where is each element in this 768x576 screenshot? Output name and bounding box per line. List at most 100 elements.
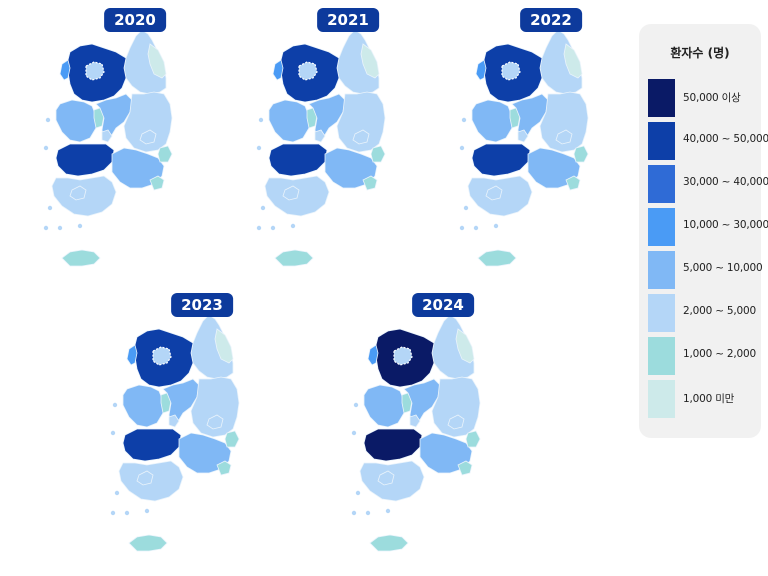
region-daegu: [447, 414, 465, 430]
region-seoul: [85, 61, 105, 81]
region-jeonbuk: [122, 428, 182, 462]
region-seoul: [393, 346, 413, 366]
year-badge: 2023: [171, 293, 233, 317]
region-gwangju: [485, 185, 503, 201]
legend-item: 30,000 ~ 40,000: [648, 165, 768, 203]
island: [353, 402, 359, 408]
region-seoul: [298, 61, 318, 81]
legend-item: 40,000 ~ 50,000: [648, 122, 768, 160]
region-east-coast: [147, 43, 167, 79]
region-gwangju: [69, 185, 87, 201]
korea-map: [459, 29, 589, 267]
legend-label: 1,000 미만: [683, 393, 735, 405]
legend-label: 40,000 ~ 50,000: [683, 133, 768, 145]
region-east-coast: [214, 328, 234, 364]
region-gwangju: [282, 185, 300, 201]
island: [112, 402, 118, 408]
region-chungnam: [122, 384, 164, 428]
region-chungnam: [363, 384, 405, 428]
region-gwangju: [377, 470, 395, 486]
map-2024: 2024: [348, 293, 538, 563]
island: [459, 145, 465, 151]
island: [43, 145, 49, 151]
region-gyeongnam: [324, 147, 378, 189]
legend-label: 50,000 이상: [683, 92, 741, 104]
legend-item: 10,000 ~ 30,000: [648, 208, 768, 246]
island: [290, 223, 296, 229]
legend-label: 10,000 ~ 30,000: [683, 219, 768, 231]
island: [43, 225, 49, 231]
legend-label: 1,000 ~ 2,000: [683, 348, 756, 360]
island: [110, 510, 116, 516]
legend-item: 1,000 ~ 2,000: [648, 337, 758, 375]
island: [493, 223, 499, 229]
map-2021: 2021: [253, 8, 443, 278]
region-busan: [149, 175, 165, 191]
legend-swatch: [648, 79, 675, 117]
korea-map: [43, 29, 173, 267]
region-jeju: [61, 249, 101, 267]
region-seoul: [501, 61, 521, 81]
island: [256, 145, 262, 151]
legend-item: 5,000 ~ 10,000: [648, 251, 763, 289]
legend-item: 1,000 미만: [648, 380, 758, 418]
island: [463, 205, 469, 211]
region-gyeongbuk: [123, 91, 173, 153]
region-chungbuk: [95, 93, 133, 141]
island: [260, 205, 266, 211]
island: [351, 430, 357, 436]
island: [45, 117, 51, 123]
legend-swatch: [648, 165, 675, 203]
legend-label: 30,000 ~ 40,000: [683, 176, 768, 188]
region-chungbuk: [511, 93, 549, 141]
year-badge: 2020: [104, 8, 166, 32]
map-2022: 2022: [456, 8, 646, 278]
region-jeonbuk: [471, 143, 531, 177]
region-chungbuk: [308, 93, 346, 141]
region-incheon: [475, 59, 487, 81]
island: [461, 117, 467, 123]
region-daegu: [555, 129, 573, 145]
region-gyeongbuk: [190, 376, 240, 438]
region-chungnam: [55, 99, 97, 143]
legend-swatch: [648, 380, 675, 418]
region-ulsan: [224, 430, 240, 448]
region-gyeongbuk: [336, 91, 386, 153]
region-busan: [565, 175, 581, 191]
legend-swatch: [648, 294, 675, 332]
island: [365, 510, 371, 516]
korea-map: [351, 314, 481, 552]
region-chungbuk: [162, 378, 200, 426]
island: [270, 225, 276, 231]
year-badge: 2022: [520, 8, 582, 32]
island: [110, 430, 116, 436]
island: [47, 205, 53, 211]
legend-swatch: [648, 337, 675, 375]
region-incheon: [367, 344, 379, 366]
korea-map: [110, 314, 240, 552]
legend-label: 2,000 ~ 5,000: [683, 305, 756, 317]
region-daejeon: [517, 129, 529, 143]
region-gyeongbuk: [431, 376, 481, 438]
region-daejeon: [409, 414, 421, 428]
region-ulsan: [465, 430, 481, 448]
legend-label: 5,000 ~ 10,000: [683, 262, 763, 274]
island: [355, 490, 361, 496]
region-ulsan: [370, 145, 386, 163]
region-busan: [216, 460, 232, 476]
region-jeonbuk: [55, 143, 115, 177]
region-daegu: [139, 129, 157, 145]
island: [473, 225, 479, 231]
region-gwangju: [136, 470, 154, 486]
legend-swatch: [648, 208, 675, 246]
legend-item: 50,000 이상: [648, 79, 758, 117]
island: [256, 225, 262, 231]
region-gyeongbuk: [539, 91, 589, 153]
region-daegu: [352, 129, 370, 145]
region-busan: [362, 175, 378, 191]
year-badge: 2024: [412, 293, 474, 317]
map-2020: 2020: [40, 8, 230, 278]
island: [459, 225, 465, 231]
region-jeonbuk: [268, 143, 328, 177]
region-ulsan: [573, 145, 589, 163]
